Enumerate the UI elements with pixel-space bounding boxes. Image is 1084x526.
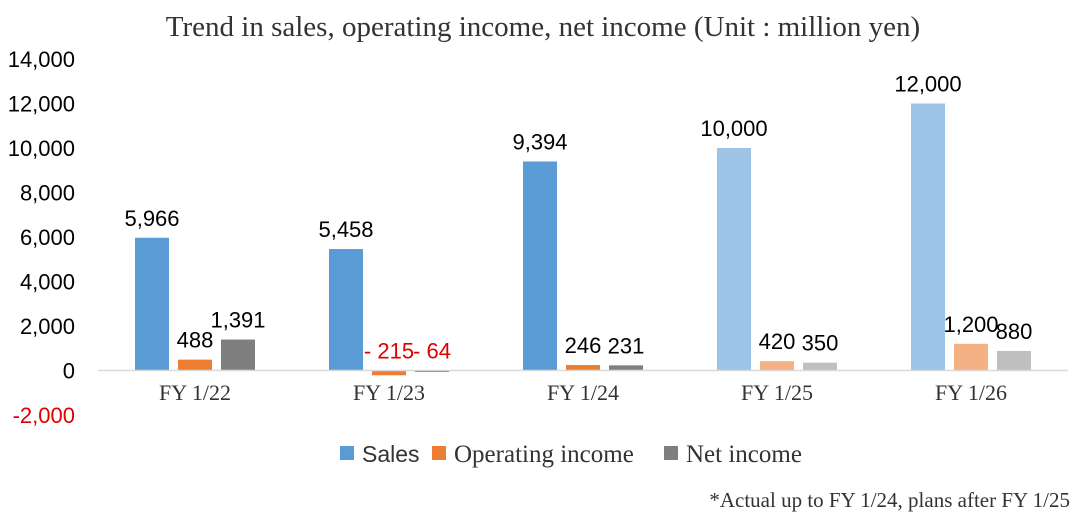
- y-tick-label: 10,000: [8, 136, 75, 161]
- bar-sales: [717, 148, 751, 371]
- legend-label: Net income: [686, 441, 802, 468]
- legend-swatch: [664, 446, 678, 460]
- y-tick-label: 2,000: [20, 314, 75, 339]
- bar-net-income: [609, 365, 643, 371]
- bar-sales: [135, 237, 169, 371]
- y-tick-label: 12,000: [8, 92, 75, 117]
- x-tick-label: FY 1/23: [353, 380, 425, 405]
- data-label: 880: [996, 319, 1033, 344]
- data-label: 231: [608, 333, 645, 358]
- bar-sales: [329, 249, 363, 371]
- data-label: 1,391: [210, 308, 265, 333]
- x-tick-label: FY 1/26: [935, 380, 1007, 405]
- y-tick-label: 0: [63, 359, 75, 384]
- y-tick-label: -2,000: [13, 403, 75, 428]
- bar-sales: [911, 103, 945, 371]
- bars: [135, 103, 1031, 376]
- bar-net-income: [997, 350, 1031, 371]
- data-label: 12,000: [894, 72, 961, 97]
- bar-operating-income: [178, 359, 212, 371]
- data-label: 5,966: [124, 206, 179, 231]
- legend-swatch: [340, 446, 354, 460]
- data-label: 5,458: [318, 217, 373, 242]
- y-tick-label: 8,000: [20, 181, 75, 206]
- legend-label: Operating income: [454, 441, 634, 468]
- bar-operating-income: [954, 343, 988, 371]
- data-label: - 215: [364, 339, 414, 364]
- x-axis: FY 1/22 FY 1/23 FY 1/24 FY 1/25 FY 1/26: [159, 380, 1007, 405]
- x-tick-label: FY 1/25: [741, 380, 813, 405]
- bar-sales: [523, 161, 557, 371]
- bar-operating-income: [372, 370, 406, 376]
- bar-net-income: [803, 362, 837, 371]
- chart-title: Trend in sales, operating income, net in…: [166, 11, 920, 43]
- legend-label: Sales: [362, 441, 420, 467]
- legend-swatch: [432, 446, 446, 460]
- footnote: *Actual up to FY 1/24, plans after FY 1/…: [709, 488, 1070, 512]
- data-label: 488: [177, 328, 214, 353]
- data-label: 420: [759, 329, 796, 354]
- legend: Sales Operating income Net income: [340, 441, 802, 468]
- data-label: 350: [802, 331, 839, 356]
- y-tick-label: 6,000: [20, 225, 75, 250]
- bar-operating-income: [760, 361, 794, 371]
- data-label: 9,394: [512, 129, 567, 154]
- bar-net-income: [221, 339, 255, 371]
- x-tick-label: FY 1/24: [547, 380, 619, 405]
- data-label: - 64: [413, 339, 451, 364]
- data-label: 1,200: [943, 312, 998, 337]
- x-tick-label: FY 1/22: [159, 380, 231, 405]
- data-label: 10,000: [700, 116, 767, 141]
- y-axis: 14,000 12,000 10,000 8,000 6,000 4,000 2,000 0 -…: [8, 47, 75, 428]
- bar-operating-income: [566, 365, 600, 371]
- data-label: 246: [565, 333, 602, 358]
- y-tick-label: 14,000: [8, 47, 75, 72]
- y-tick-label: 4,000: [20, 270, 75, 295]
